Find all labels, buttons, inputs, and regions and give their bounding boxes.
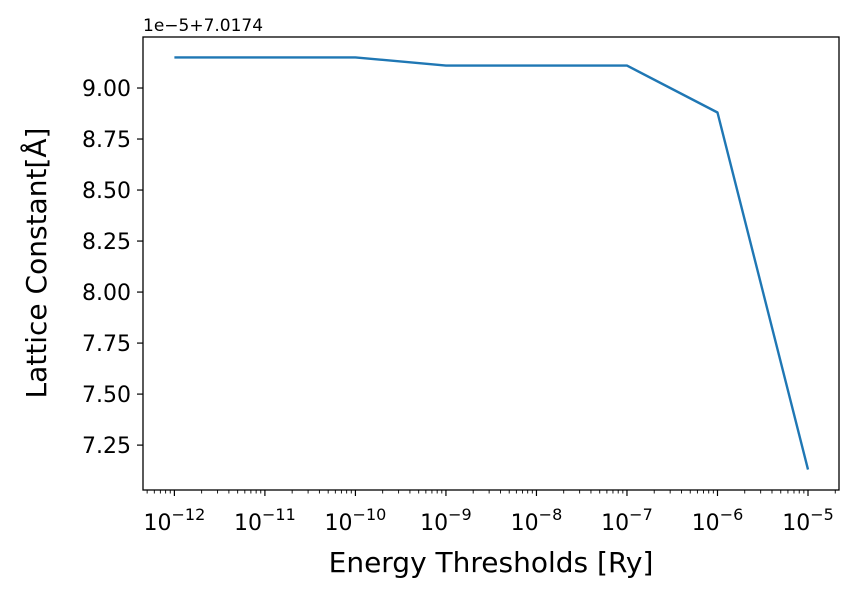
y-axis-title: Lattice Constant[Å] [19,128,53,399]
x-axis-title: Energy Thresholds [Ry] [329,546,654,579]
plot-frame [142,36,840,491]
y-tick-label: 7.75 [82,332,131,357]
y-tick-label: 7.50 [82,383,131,408]
y-axis: 7.25 7.50 7.75 8.00 8.25 8.50 8.75 9.00 [82,77,143,459]
x-tick-label: 10−8 [511,505,563,536]
x-tick-label: 10−7 [601,505,653,536]
x-tick-label: 10−10 [325,505,387,536]
y-tick-label: 8.75 [82,128,131,153]
x-tick-label: 10−6 [692,505,744,536]
plot-area [174,56,810,470]
x-tick-label: 10−5 [782,505,834,536]
y-tick-label: 7.25 [82,434,131,459]
x-tick-label: 10−12 [144,505,206,536]
x-tick-label: 10−9 [420,505,472,536]
series-line [174,56,810,470]
y-tick-label: 8.25 [82,230,131,255]
y-tick-label: 8.50 [82,179,131,204]
x-axis: 10−12 10−11 10−10 10−9 10−8 10−7 10−6 10−5 [144,490,836,536]
x-tick-label: 10−11 [234,505,296,536]
y-tick-label: 9.00 [82,77,131,102]
y-offset-text: 1e−5+7.0174 [143,16,263,36]
y-tick-label: 8.00 [82,281,131,306]
